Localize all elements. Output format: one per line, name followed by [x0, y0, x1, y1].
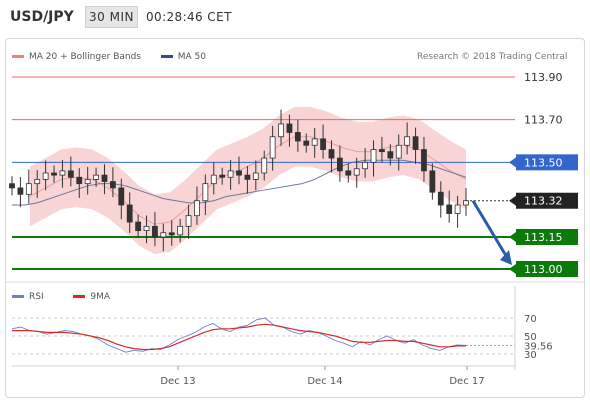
level-box-113-50 [516, 154, 578, 171]
level-pointer-113-50 [509, 157, 516, 168]
candle-body [101, 174, 108, 182]
level-label-113-00: 113.00 [524, 263, 563, 276]
level-label-113-32: 113.32 [524, 195, 563, 208]
candle-body [353, 168, 360, 176]
forecast-arrow-head [500, 250, 512, 265]
candle-body [387, 151, 394, 159]
level-pointer-113-15 [509, 232, 516, 242]
level-box-113-32 [516, 192, 578, 209]
candle-body [34, 178, 41, 185]
bollinger-band [30, 106, 466, 255]
candle-body [320, 138, 326, 150]
candle-body [437, 191, 444, 206]
candle-body [412, 136, 419, 150]
candle-body [421, 149, 427, 172]
candle-body [395, 144, 402, 159]
forecast-arrow [471, 199, 510, 260]
candle-body [294, 132, 301, 142]
timeframe-button[interactable]: 30 MIN [85, 6, 138, 28]
candle-body [93, 174, 99, 180]
candle-body [9, 183, 15, 189]
candle-body [446, 204, 453, 214]
x-tick-label: Dec 17 [449, 376, 484, 387]
candle-body [269, 136, 276, 159]
candle-body [286, 123, 293, 133]
chart-header: USD/JPY 30 MIN 00:28:46 CET [0, 0, 590, 34]
candle-body [379, 149, 385, 153]
legend-item-ma20: MA 20 + Bollinger Bands [12, 52, 141, 62]
rsi-tick-30: 30 [524, 350, 537, 361]
candle-body [76, 176, 83, 185]
currency-pair-title: USD/JPY [10, 9, 74, 25]
level-label-113-70: 113.70 [524, 114, 563, 127]
candle-body [336, 157, 343, 172]
candle-body [236, 170, 242, 176]
level-label-113-15: 113.15 [524, 231, 563, 244]
candle-body [25, 183, 32, 195]
rsi-tick-70: 70 [524, 314, 537, 325]
legend-item-rsi: RSI [12, 292, 44, 302]
candle-body [404, 136, 411, 146]
rsi-legend: RSI 9MA [12, 292, 110, 302]
candle-body [84, 178, 91, 185]
research-credit: Research © 2018 Trading Central [417, 52, 568, 62]
candle-body [109, 181, 116, 189]
candle-body [362, 161, 369, 170]
candle-body [429, 170, 436, 193]
rsi-current-value: 39.56 [524, 341, 553, 352]
candle-body [51, 172, 57, 176]
candle-body [118, 187, 125, 206]
candle-body [328, 149, 335, 159]
candle-body [17, 187, 24, 195]
candle-body [185, 215, 192, 227]
candle-body [42, 172, 49, 180]
candle-body [135, 221, 142, 231]
candle-body [244, 174, 251, 180]
candle-body [303, 140, 310, 146]
level-pointer-113-32 [509, 195, 516, 206]
level-pointer-113-00 [509, 264, 516, 274]
rsi-series-9ma [12, 323, 466, 351]
candle-body [219, 174, 226, 178]
chart-panel [5, 38, 585, 398]
clock-time: 00:28:46 CET [146, 10, 232, 24]
x-tick-label: Dec 14 [307, 376, 342, 387]
candle-body [370, 149, 377, 163]
level-label-113-90: 113.90 [524, 71, 563, 84]
candle-body [202, 183, 209, 202]
candle-body [252, 172, 259, 180]
candle-body [454, 204, 461, 214]
candle-body [345, 170, 352, 176]
x-tick-label: Dec 13 [160, 376, 195, 387]
candle-body [463, 200, 469, 206]
candle-body [59, 170, 66, 176]
level-box-113-15 [516, 229, 578, 245]
candle-body [168, 232, 175, 236]
level-label-113-50: 113.50 [524, 156, 563, 169]
candle-body [311, 138, 318, 146]
candle-body [67, 170, 74, 178]
legend-item-ma50: MA 50 [160, 52, 206, 62]
rsi-series-rsi [11, 317, 467, 353]
candle-body [126, 204, 133, 223]
rsi-tick-50: 50 [524, 332, 537, 343]
candle-body [194, 200, 200, 217]
legend-item-9ma: 9MA [73, 292, 110, 302]
candle-body [278, 123, 284, 138]
candle-body [177, 225, 184, 236]
candle-body [143, 225, 150, 231]
ma20-line [29, 136, 467, 225]
candle-body [160, 232, 167, 238]
price-legend: MA 20 + Bollinger Bands MA 50 [12, 52, 206, 62]
candle-body [261, 157, 268, 174]
candle-body [227, 170, 234, 178]
candle-body [152, 225, 158, 238]
level-box-113-00 [516, 261, 578, 277]
candle-body [210, 174, 217, 185]
